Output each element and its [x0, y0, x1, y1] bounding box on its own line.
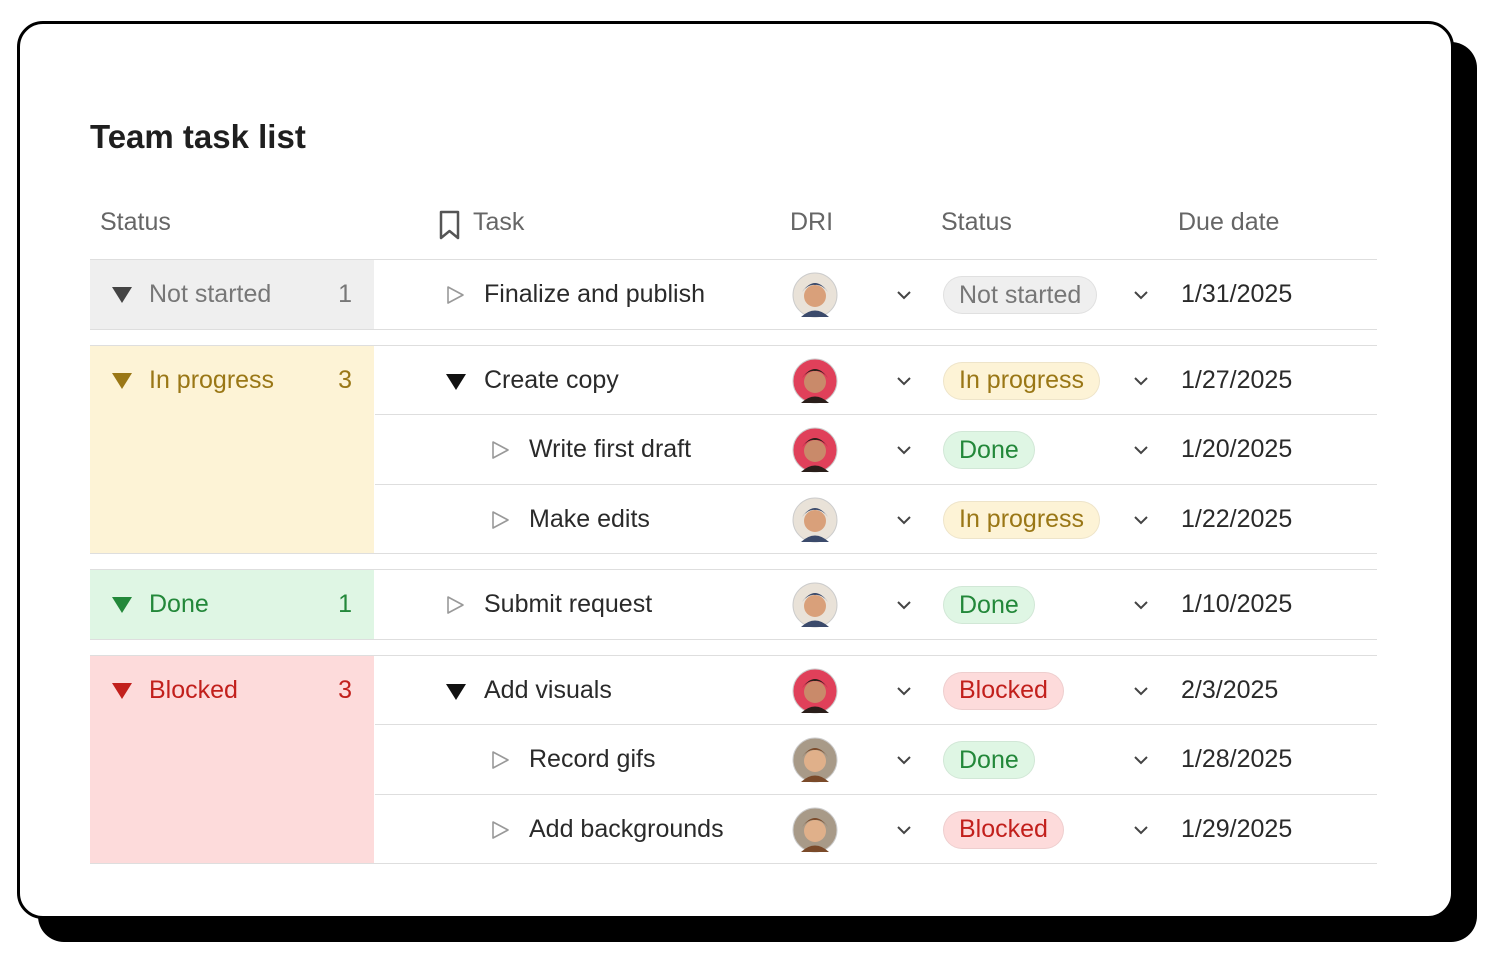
dropdown-chevron[interactable]: [896, 374, 912, 386]
row-divider: [375, 483, 1377, 485]
status-pill[interactable]: Done: [943, 741, 1035, 779]
status-pill[interactable]: Blocked: [943, 671, 1064, 710]
column-header: Task: [473, 208, 525, 236]
task-name: Add backgrounds: [529, 814, 724, 843]
status-pill[interactable]: Not started: [943, 276, 1098, 314]
task-name: Add visuals: [484, 675, 612, 704]
row-divider: [375, 724, 1377, 725]
dropdown-chevron[interactable]: [1133, 374, 1149, 386]
due-date: 1/27/2025: [1181, 365, 1293, 394]
group-toggle[interactable]: [110, 594, 134, 616]
expand-toggle[interactable]: [490, 819, 512, 841]
due-date: 1/20/2025: [1181, 435, 1293, 464]
dropdown-chevron[interactable]: [1133, 753, 1149, 765]
status-pill[interactable]: Done: [943, 586, 1035, 624]
dropdown-chevron[interactable]: [1133, 443, 1149, 455]
dropdown-chevron[interactable]: [896, 598, 912, 610]
due-date: 1/29/2025: [1181, 814, 1293, 843]
task-name: Write first draft: [529, 435, 692, 464]
dri-avatar[interactable]: [792, 807, 838, 853]
collapse-toggle[interactable]: [445, 370, 467, 392]
dri-avatar[interactable]: [792, 358, 838, 404]
group-panel[interactable]: Blocked 3: [90, 655, 374, 864]
column-header: DRI: [790, 208, 834, 236]
due-date: 1/31/2025: [1181, 280, 1293, 309]
row-divider: [90, 328, 1377, 330]
group-divider: [90, 654, 1377, 656]
column-header: Status: [100, 208, 171, 236]
group-panel[interactable]: Not started 1: [90, 260, 374, 330]
group-toggle[interactable]: [110, 284, 134, 306]
task-name: Make edits: [529, 504, 650, 533]
dropdown-chevron[interactable]: [896, 684, 912, 696]
expand-toggle[interactable]: [490, 509, 512, 531]
row-divider: [90, 638, 1377, 640]
row-divider: [375, 414, 1377, 415]
group-name: In progress: [149, 365, 275, 394]
collapse-toggle[interactable]: [445, 680, 467, 702]
task-name: Create copy: [484, 365, 619, 394]
dri-avatar[interactable]: [792, 427, 838, 473]
column-header: Due date: [1178, 208, 1280, 236]
dropdown-chevron[interactable]: [896, 823, 912, 835]
due-date: 2/3/2025: [1181, 675, 1279, 704]
group-name: Blocked: [149, 675, 238, 704]
dri-avatar[interactable]: [792, 497, 838, 543]
group-toggle[interactable]: [110, 680, 134, 702]
dri-avatar[interactable]: [792, 582, 838, 628]
row-divider: [90, 863, 1377, 864]
dri-avatar[interactable]: [792, 668, 838, 714]
row-divider: [375, 793, 1377, 795]
group-divider: [90, 569, 1377, 570]
group-divider: [90, 344, 1377, 346]
dropdown-chevron[interactable]: [1133, 288, 1149, 300]
expand-toggle[interactable]: [490, 749, 512, 771]
dri-avatar[interactable]: [792, 272, 838, 318]
row-divider: [90, 553, 1377, 554]
group-name: Done: [149, 590, 209, 619]
expand-toggle[interactable]: [445, 284, 467, 306]
group-toggle[interactable]: [110, 370, 134, 392]
group-count: 1: [338, 590, 352, 619]
dri-avatar[interactable]: [792, 737, 838, 783]
dropdown-chevron[interactable]: [1133, 823, 1149, 835]
status-pill[interactable]: Blocked: [943, 810, 1064, 849]
header-divider: [90, 259, 1377, 260]
dropdown-chevron[interactable]: [1133, 513, 1149, 525]
dropdown-chevron[interactable]: [896, 443, 912, 455]
bookmark-icon: [438, 210, 462, 240]
task-name: Submit request: [484, 590, 653, 619]
due-date: 1/28/2025: [1181, 745, 1293, 774]
group-panel[interactable]: In progress 3: [90, 345, 374, 554]
group-count: 3: [338, 675, 352, 704]
due-date: 1/22/2025: [1181, 504, 1293, 533]
task-name: Finalize and publish: [484, 280, 705, 309]
title: Team task list: [90, 118, 306, 155]
status-pill[interactable]: Done: [943, 431, 1035, 469]
dropdown-chevron[interactable]: [896, 513, 912, 525]
task-name: Record gifs: [529, 745, 656, 774]
expand-toggle[interactable]: [490, 439, 512, 461]
due-date: 1/10/2025: [1181, 590, 1293, 619]
group-count: 3: [338, 365, 352, 394]
dropdown-chevron[interactable]: [896, 288, 912, 300]
dropdown-chevron[interactable]: [1133, 684, 1149, 696]
dropdown-chevron[interactable]: [1133, 598, 1149, 610]
group-count: 1: [338, 280, 352, 309]
column-header: Status: [941, 208, 1012, 236]
group-panel[interactable]: Done 1: [90, 570, 374, 640]
dropdown-chevron[interactable]: [896, 753, 912, 765]
status-pill[interactable]: In progress: [943, 361, 1101, 400]
expand-toggle[interactable]: [445, 594, 467, 616]
group-name: Not started: [149, 280, 272, 309]
status-pill[interactable]: In progress: [943, 500, 1101, 539]
